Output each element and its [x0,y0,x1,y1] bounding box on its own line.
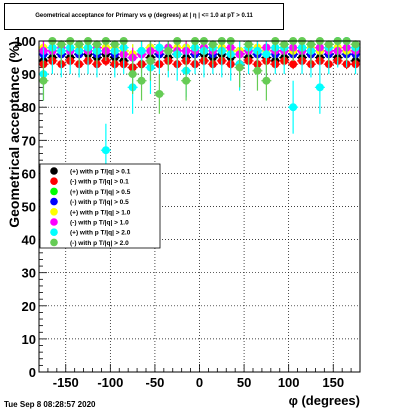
data-point [351,40,360,49]
legend-marker [50,228,58,236]
legend-label: (+) with p T/|q| > 0.1 [70,169,131,176]
legend-box [39,163,161,249]
timestamp: Tue Sep 8 08:28:57 2020 [4,400,96,409]
y-tick-label: 10 [22,332,36,347]
y-tick-label: 70 [22,133,36,148]
y-axis-label: Geometrical acceptance (%) [6,41,22,228]
data-point [39,76,48,85]
data-point [110,40,119,49]
x-tick-label: 100 [278,375,300,390]
chart-title: Geometrical acceptance for Primary vs φ … [35,13,253,19]
x-tick-label: 150 [322,375,344,390]
data-point [137,76,146,85]
data-point [253,66,262,75]
y-tick-label: 60 [22,166,36,181]
data-point [92,40,101,49]
legend-marker [50,167,58,175]
y-tick-label: 100 [14,34,36,49]
y-tick-label: 80 [22,100,36,115]
x-axis-label: φ (degrees) [289,393,360,408]
legend-marker [50,187,58,196]
x-tick-label: -50 [146,375,165,390]
y-tick-label: 0 [29,365,36,380]
y-tick-label: 50 [22,200,36,215]
legend-label: (+) with p T/|q| > 0.5 [70,189,131,196]
data-point [280,40,289,49]
data-point [262,50,271,59]
data-point [57,40,66,49]
data-point [164,46,173,55]
y-tick-label: 20 [22,299,36,314]
plot-frame [38,40,361,373]
legend-label: (-) with p T/|q| > 2.0 [70,240,129,247]
legend-label: (-) with p T/|q| > 0.1 [70,179,129,186]
data-point [155,89,164,98]
y-tick-label: 30 [22,266,36,281]
data-point [128,70,137,79]
data-point [208,40,217,49]
data-point [137,46,146,55]
data-point [75,40,84,49]
x-tick-label: 50 [237,375,251,390]
data-point [146,56,155,65]
data-point [182,76,191,85]
chart-title-box: Geometrical acceptance for Primary vs φ … [4,3,284,30]
data-point [235,63,244,72]
legend: (+) with p T/|q| > 0.1 (-) with p T/|q| >… [39,163,161,249]
legend-marker [50,208,58,216]
x-tick-label: -100 [97,375,123,390]
legend-marker [50,218,58,226]
data-point [262,76,271,85]
legend-label: (-) with p T/|q| > 0.5 [70,199,129,206]
x-tick-label: -150 [53,375,79,390]
legend-marker [50,197,58,206]
data-point [324,40,333,49]
legend-label: (-) with p T/|q| > 1.0 [70,220,129,227]
legend-label: (+) with p T/|q| > 1.0 [70,209,131,216]
legend-label: (+) with p T/|q| > 2.0 [70,230,131,237]
data-point [306,40,315,49]
y-tick-label: 90 [22,67,36,82]
data-point [289,103,298,112]
data-point [315,83,324,92]
y-tick-label: 40 [22,233,36,248]
legend-marker [50,238,58,247]
data-point [244,40,253,49]
data-point [101,146,110,155]
x-tick-label: 0 [196,375,203,390]
legend-marker [50,177,58,185]
data-point [155,43,164,52]
data-point [289,60,298,69]
